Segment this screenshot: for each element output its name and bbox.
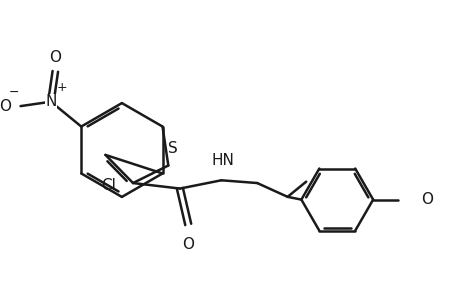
Text: O: O: [420, 192, 432, 207]
Text: HN: HN: [211, 153, 233, 168]
Text: N: N: [45, 94, 56, 109]
Text: S: S: [168, 141, 177, 156]
Text: Cl: Cl: [101, 178, 115, 193]
Text: O: O: [182, 237, 194, 252]
Text: +: +: [56, 81, 67, 94]
Text: O: O: [49, 50, 61, 65]
Text: −: −: [9, 86, 19, 99]
Text: O: O: [0, 99, 11, 114]
